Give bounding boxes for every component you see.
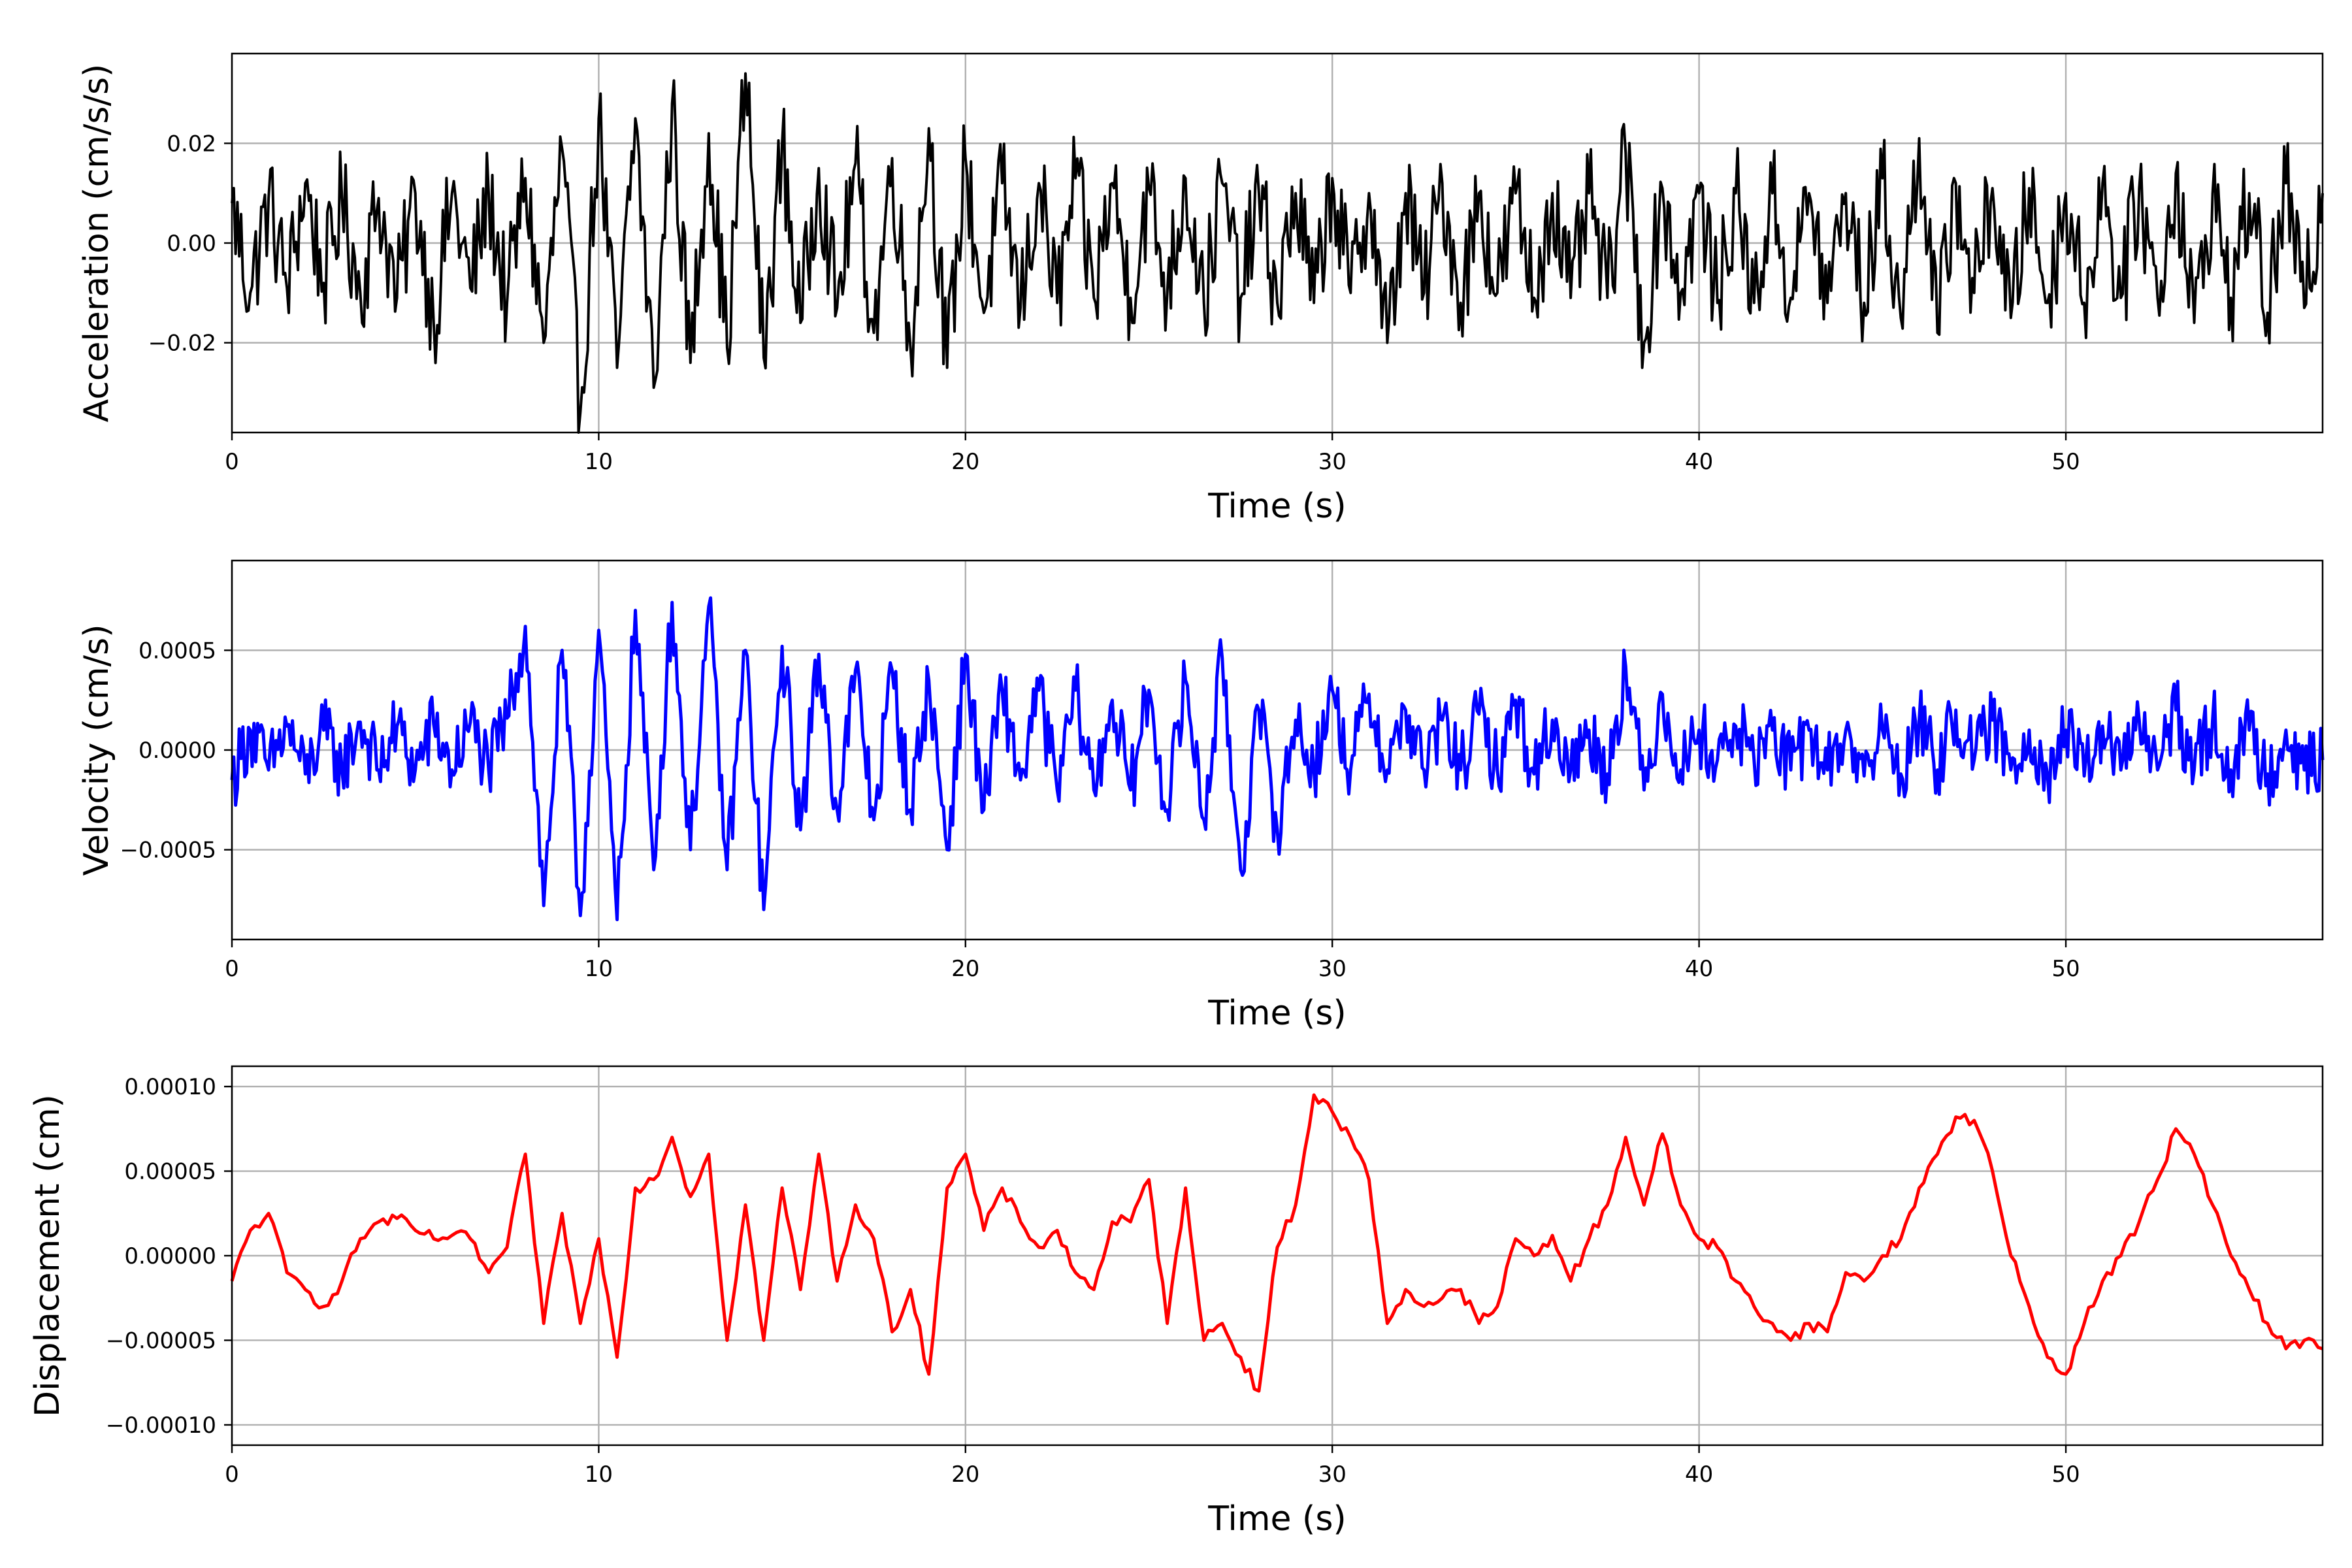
velocity-x-tick-label: 20 xyxy=(951,956,979,982)
acceleration-x-tick-label: 0 xyxy=(225,449,239,475)
displacement-x-tick-label: 10 xyxy=(585,1462,613,1488)
displacement-y-tick-label: −0.00010 xyxy=(106,1413,216,1439)
displacement-x-tick-label: 20 xyxy=(951,1462,979,1488)
displacement-y-axis-label: Displacement (cm) xyxy=(28,1094,67,1417)
displacement-y-tick-label: 0.00010 xyxy=(124,1074,216,1100)
velocity-panel: 0 10 20 30 40 50 −0.0005 0.0000 0.0005 Time (s) Ve… xyxy=(77,559,2325,1033)
acceleration-x-tick-label: 50 xyxy=(2051,449,2080,475)
velocity-y-tick-label: −0.0005 xyxy=(120,838,216,864)
displacement-x-tick-label: 0 xyxy=(225,1462,239,1488)
velocity-y-tick-label: 0.0005 xyxy=(139,638,216,664)
acceleration-x-tick-label: 30 xyxy=(1318,449,1347,475)
displacement-series-line xyxy=(230,1093,2323,1393)
velocity-x-tick-label: 10 xyxy=(585,956,613,982)
displacement-y-tick-label: 0.00000 xyxy=(124,1243,216,1269)
velocity-x-tick-label: 50 xyxy=(2051,956,2080,982)
acceleration-x-tick-label: 40 xyxy=(1685,449,1713,475)
velocity-y-tick-label: 0.0000 xyxy=(139,738,216,764)
velocity-x-tick-label: 40 xyxy=(1685,956,1713,982)
velocity-x-axis-label: Time (s) xyxy=(1207,994,1346,1033)
acceleration-panel: 0 10 20 30 40 50 −0.02 0.00 0.02 Time (s) Accelera… xyxy=(77,52,2324,526)
velocity-x-tick-label: 30 xyxy=(1318,956,1347,982)
velocity-series-line xyxy=(230,596,2325,921)
acceleration-x-axis-label: Time (s) xyxy=(1207,487,1346,526)
velocity-x-tick-label: 0 xyxy=(225,956,239,982)
velocity-y-axis-label: Velocity (cm/s) xyxy=(77,625,116,876)
displacement-x-tick-label: 30 xyxy=(1318,1462,1347,1488)
displacement-x-tick-label: 50 xyxy=(2051,1462,2080,1488)
acceleration-y-tick-label: −0.02 xyxy=(148,331,216,357)
displacement-y-tick-label: −0.00005 xyxy=(106,1328,216,1354)
displacement-x-axis-label: Time (s) xyxy=(1207,1499,1346,1539)
acceleration-series-line xyxy=(231,72,2324,434)
acceleration-y-tick-label: 0.00 xyxy=(167,231,216,257)
acceleration-y-axis-label: Acceleration (cm/s/s) xyxy=(77,64,116,423)
displacement-y-tick-label: 0.00005 xyxy=(124,1159,216,1185)
displacement-x-tick-label: 40 xyxy=(1685,1462,1713,1488)
displacement-panel: 0 10 20 30 40 50 −0.00010 −0.00005 0.00000 0.0000… xyxy=(28,1065,2324,1539)
acceleration-x-tick-label: 20 xyxy=(951,449,979,475)
acceleration-x-tick-label: 10 xyxy=(585,449,613,475)
acceleration-y-tick-label: 0.02 xyxy=(167,131,216,157)
